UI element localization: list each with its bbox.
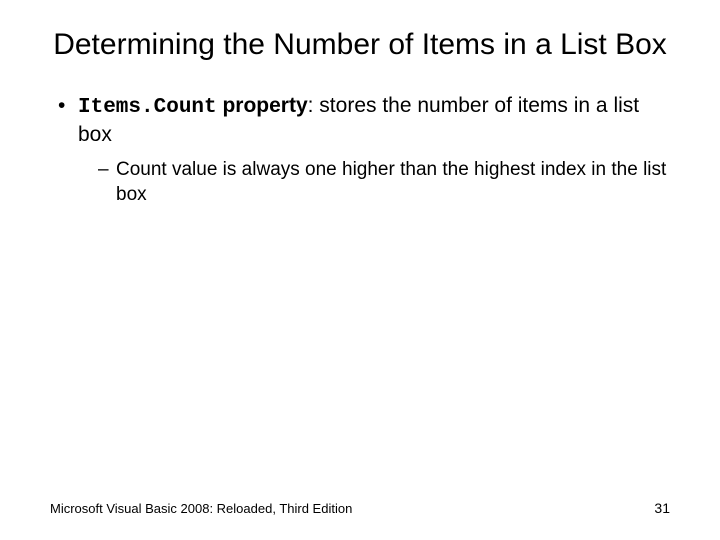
slide: Determining the Number of Items in a Lis… bbox=[0, 0, 720, 540]
code-text: Items.Count bbox=[78, 96, 217, 119]
bullet-level-1: Items.Count property: stores the number … bbox=[58, 92, 670, 149]
bold-text: property bbox=[217, 94, 308, 117]
footer-source: Microsoft Visual Basic 2008: Reloaded, T… bbox=[50, 501, 352, 516]
footer: Microsoft Visual Basic 2008: Reloaded, T… bbox=[50, 500, 670, 516]
page-number: 31 bbox=[654, 500, 670, 516]
bullet-level-2: Count value is always one higher than th… bbox=[98, 158, 670, 207]
slide-title: Determining the Number of Items in a Lis… bbox=[50, 26, 670, 64]
